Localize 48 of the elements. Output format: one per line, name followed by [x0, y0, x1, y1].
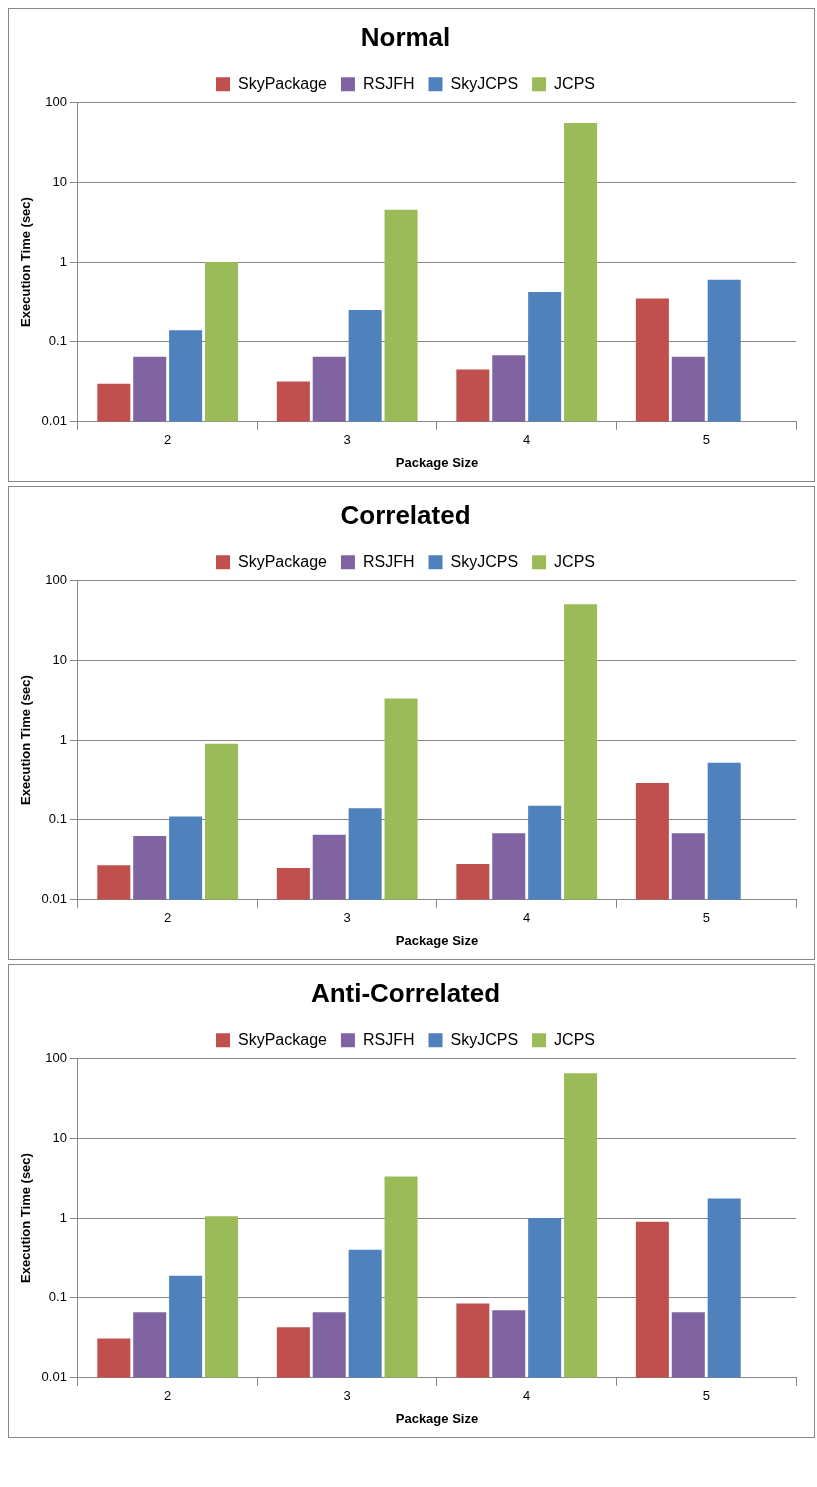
x-tick-label: 4: [523, 432, 531, 448]
y-tick-label: 10: [52, 1129, 67, 1145]
x-axis-title: Package Size: [395, 1410, 479, 1426]
y-tick-label: 1: [59, 1209, 67, 1225]
y-axis-title: Execution Time (sec): [18, 675, 34, 805]
x-tick-label: 3: [343, 1388, 351, 1404]
y-axis-title: Execution Time (sec): [18, 197, 34, 327]
y-axis-title: Execution Time (sec): [18, 1153, 34, 1283]
y-tick-label: 1: [59, 731, 67, 747]
y-tick-label: 1: [59, 253, 67, 269]
x-tick-label: 5: [702, 432, 710, 448]
y-tick-label: 10: [52, 651, 67, 667]
y-tick-label: 0.01: [41, 891, 67, 907]
legend-label: RSJFH: [362, 74, 415, 92]
legend-label: SkyJCPS: [450, 1030, 519, 1048]
x-tick-label: 5: [702, 1388, 710, 1404]
legend-label: SkyPackage: [238, 1030, 328, 1048]
legend-label: SkyPackage: [238, 74, 328, 92]
legend-label: SkyPackage: [238, 552, 328, 570]
y-tick-label: 100: [45, 93, 67, 109]
y-tick-label: 0.1: [48, 1289, 67, 1305]
legend-label: RSJFH: [362, 1030, 415, 1048]
x-tick-label: 3: [343, 910, 351, 926]
legend-label: SkyJCPS: [450, 552, 519, 570]
y-tick-label: 0.01: [41, 1369, 67, 1385]
y-tick-label: 0.1: [48, 333, 67, 349]
legend-label: SkyJCPS: [450, 74, 519, 92]
x-tick-label: 3: [343, 432, 351, 448]
legend-label: JCPS: [554, 1030, 595, 1048]
y-tick-label: 100: [45, 1049, 67, 1065]
x-tick-label: 2: [164, 432, 172, 448]
x-tick-label: 4: [523, 910, 531, 926]
x-axis-title: Package Size: [395, 454, 479, 470]
y-tick-label: 0.1: [48, 811, 67, 827]
x-tick-label: 4: [523, 1388, 531, 1404]
legend-label: RSJFH: [362, 552, 415, 570]
chart-title: Normal: [360, 21, 451, 52]
y-tick-label: 10: [52, 173, 67, 189]
legend-label: JCPS: [554, 552, 595, 570]
x-axis-title: Package Size: [395, 932, 479, 948]
x-tick-label: 5: [702, 910, 710, 926]
y-tick-label: 0.01: [41, 413, 67, 429]
x-tick-label: 2: [164, 1388, 172, 1404]
chart-title: Correlated: [340, 499, 471, 530]
y-tick-label: 100: [45, 571, 67, 587]
legend-label: JCPS: [554, 74, 595, 92]
x-tick-label: 2: [164, 910, 172, 926]
chart-title: Anti-Correlated: [310, 977, 501, 1008]
